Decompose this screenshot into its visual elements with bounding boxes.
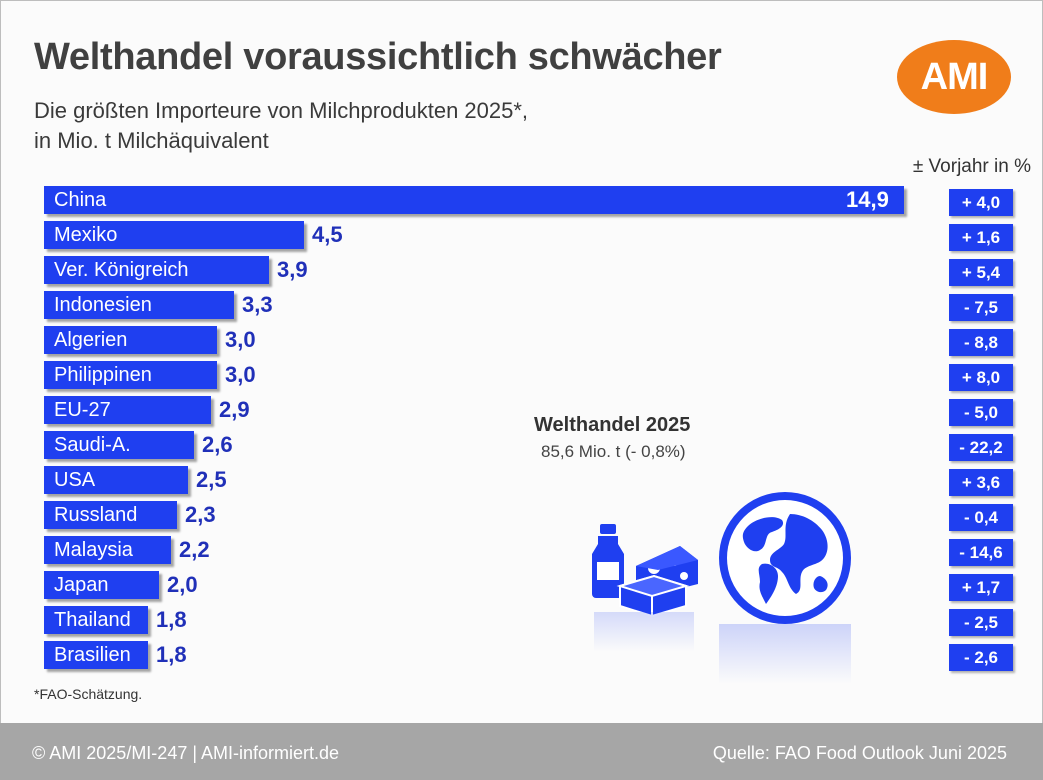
chart-subtitle: Die größten Importeure von Milchprodukte… (34, 96, 734, 156)
globe-icon (719, 492, 851, 624)
bar-saudi-a-: Saudi-A. (44, 431, 194, 459)
bar-label: China (54, 189, 107, 211)
change-badge: - 14,6 (949, 539, 1013, 566)
bar-japan: Japan (44, 571, 159, 599)
bar-value: 3,9 (277, 257, 308, 282)
bar-value: 4,5 (312, 222, 343, 247)
footer-bar: © AMI 2025/MI-247 | AMI-informiert.de Qu… (0, 723, 1043, 780)
change-badge: + 5,4 (949, 259, 1013, 286)
milk-bottle-icon (592, 524, 624, 598)
bar-russland: Russland (44, 501, 177, 529)
bar-eu-27: EU-27 (44, 396, 211, 424)
bar-label: Algerien (54, 329, 128, 351)
bar-value: 2,0 (167, 572, 198, 597)
dairy-globe-illustration (592, 492, 851, 684)
bar-label: USA (54, 469, 96, 491)
change-badge: - 2,6 (949, 644, 1013, 671)
bar-brasilien: Brasilien (44, 641, 148, 669)
bar-label: Thailand (54, 609, 131, 631)
change-badge: + 8,0 (949, 364, 1013, 391)
bar-usa: USA (44, 466, 188, 494)
bar-label: Indonesien (54, 294, 152, 316)
bar-label: Mexiko (54, 224, 118, 246)
change-badge: + 3,6 (949, 469, 1013, 496)
bar-china: China (44, 186, 904, 214)
change-badge: + 1,6 (949, 224, 1013, 251)
change-badge: - 22,2 (949, 434, 1013, 461)
bar-label: EU-27 (54, 399, 111, 421)
bar-label: Saudi-A. (54, 434, 131, 456)
bar-algerien: Algerien (44, 326, 217, 354)
bar-philippinen: Philippinen (44, 361, 217, 389)
change-column-header: ± Vorjahr in % (912, 156, 1031, 177)
change-badge: - 5,0 (949, 399, 1013, 426)
change-badge: + 4,0 (949, 189, 1013, 216)
change-badge: - 0,4 (949, 504, 1013, 531)
bar-value: 2,2 (179, 537, 210, 562)
bar-indonesien: Indonesien (44, 291, 234, 319)
bar-value: 14,9 (846, 187, 889, 212)
bar-value: 1,8 (156, 642, 187, 667)
bar-value: 3,0 (225, 362, 256, 387)
bar-value: 2,5 (196, 467, 227, 492)
copyright-text: © AMI 2025/MI-247 | AMI-informiert.de (32, 743, 340, 763)
bar-value: 3,0 (225, 327, 256, 352)
change-badge: - 7,5 (949, 294, 1013, 321)
bar-malaysia: Malaysia (44, 536, 171, 564)
bar-mexiko: Mexiko (44, 221, 304, 249)
world-trade-value: 85,6 Mio. t (- 0,8%) (541, 442, 686, 461)
bar-label: Ver. Königreich (54, 259, 189, 281)
subtitle-line-1: Die größten Importeure von Milchprodukte… (34, 98, 529, 123)
bar-label: Japan (54, 574, 109, 596)
footnote: *FAO-Schätzung. (34, 686, 143, 702)
subtitle-line-2: in Mio. t Milchäquivalent (34, 128, 269, 153)
source-text: Quelle: FAO Food Outlook Juni 2025 (712, 743, 1007, 763)
bar-value: 2,3 (185, 502, 216, 527)
change-badge: - 2,5 (949, 609, 1013, 636)
bar-label: Brasilien (54, 644, 131, 666)
bar-value: 2,6 (202, 432, 233, 457)
bar-label: Philippinen (54, 364, 152, 386)
bar-label: Malaysia (54, 539, 133, 561)
chart-title: Welthandel voraussichtlich schwächer (34, 36, 722, 78)
world-trade-title: Welthandel 2025 (534, 414, 691, 436)
butter-icon (616, 574, 690, 618)
bar-value: 1,8 (156, 607, 187, 632)
change-badge: + 1,7 (949, 574, 1013, 601)
bar-thailand: Thailand (44, 606, 148, 634)
bar-value: 2,9 (219, 397, 250, 422)
bar-label: Russland (54, 504, 138, 526)
bar-ver-k-nigreich: Ver. Königreich (44, 256, 269, 284)
change-badge: - 8,8 (949, 329, 1013, 356)
bar-value: 3,3 (242, 292, 273, 317)
ami-logo: AMI (897, 40, 1011, 114)
